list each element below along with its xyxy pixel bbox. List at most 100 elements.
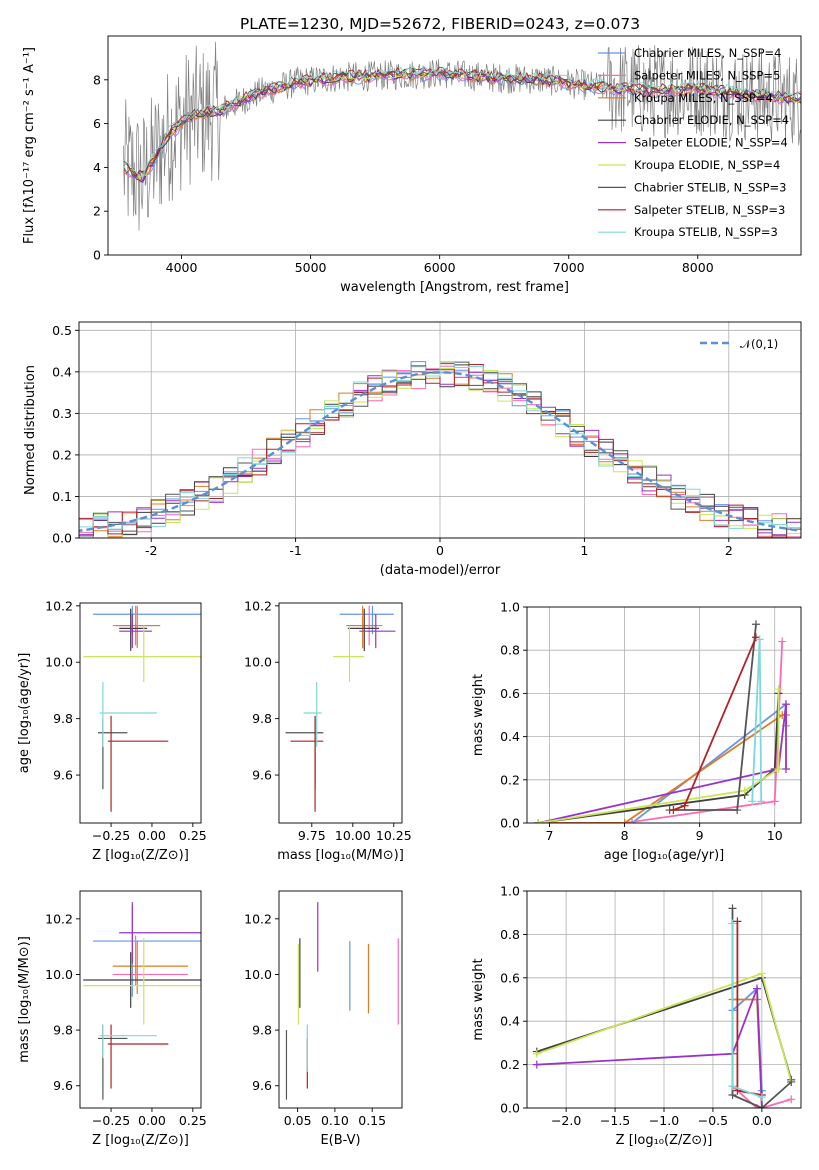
panel-mass_vs_Z xyxy=(76,890,202,1112)
data-point-marker xyxy=(680,801,689,810)
panel-age_vs_mass xyxy=(275,602,403,827)
normal-curve xyxy=(79,371,801,532)
data-point-marker xyxy=(757,1104,766,1108)
data-point-marker xyxy=(755,635,764,644)
y-tick-label: 0.0 xyxy=(500,816,520,831)
y-tick-label: 0 xyxy=(93,248,101,263)
y-tick-label: 0.2 xyxy=(52,447,72,462)
legend-entry: Salpeter ELODIE, N_SSP=4 xyxy=(634,136,788,150)
plot-area xyxy=(79,361,801,538)
observed-spectrum xyxy=(123,41,801,231)
plot-area xyxy=(285,605,396,812)
mass-weight-line xyxy=(669,624,757,811)
y-tick-label: 0.8 xyxy=(500,643,520,658)
mass-weight-line xyxy=(538,704,787,823)
plot-area xyxy=(123,41,801,231)
y-tick-label: 0.2 xyxy=(500,1057,520,1072)
x-tick-label: 0.10 xyxy=(321,1113,349,1128)
y-tick-label: 0.2 xyxy=(500,772,520,787)
y-tick-label: 0.6 xyxy=(500,970,520,985)
x-tick-label: −1.5 xyxy=(600,1113,630,1128)
panel-age_vs_Z xyxy=(76,602,202,827)
y-axis-label: Flux [fλ10⁻¹⁷ erg cm⁻² s⁻¹ A⁻¹] xyxy=(22,47,37,244)
y-tick-label: 2 xyxy=(93,204,101,219)
data-point-marker xyxy=(728,904,737,913)
x-axis-label: Z [log₁₀(Z/Z⊙)] xyxy=(92,848,189,863)
model-spectrum-line xyxy=(123,69,801,184)
x-tick-label: -2 xyxy=(145,543,157,558)
legend-entry: Kroupa STELIB, N_SSP=3 xyxy=(634,225,778,239)
data-point-marker xyxy=(628,819,637,823)
axes-frame xyxy=(79,602,202,824)
axes-frame xyxy=(526,606,802,824)
x-tick-label: 0.00 xyxy=(138,828,166,843)
x-tick-label: −0.25 xyxy=(92,828,130,843)
data-point-marker xyxy=(774,765,783,773)
x-axis-label: Z [log₁₀(Z/Z⊙)] xyxy=(616,1133,713,1148)
y-tick-label: 9.6 xyxy=(53,768,73,783)
y-tick-label: 0.4 xyxy=(500,729,520,744)
data-point-marker xyxy=(787,1077,796,1086)
data-point-marker xyxy=(770,797,779,806)
data-point-marker xyxy=(781,700,790,709)
residual-histogram xyxy=(79,364,801,538)
axes-frame xyxy=(79,890,202,1109)
y-tick-label: 8 xyxy=(93,72,101,87)
data-point-marker xyxy=(751,633,760,642)
y-axis-label: mass weight xyxy=(471,674,486,756)
y-tick-label: 9.8 xyxy=(252,711,272,726)
y-tick-label: 0.0 xyxy=(52,531,72,546)
x-tick-label: 1 xyxy=(580,543,588,558)
data-point-marker xyxy=(728,1082,737,1091)
y-tick-label: 9.6 xyxy=(252,768,272,783)
data-point-marker xyxy=(532,1060,541,1069)
model-spectrum-line xyxy=(123,67,801,178)
x-tick-label: 0.25 xyxy=(179,828,207,843)
x-tick-label: 6000 xyxy=(424,260,456,275)
data-point-marker xyxy=(781,765,790,773)
x-axis-label: E(B-V) xyxy=(320,1133,360,1148)
data-point-marker xyxy=(733,917,742,926)
x-tick-label: 9.75 xyxy=(298,828,326,843)
x-tick-label: −2.0 xyxy=(551,1113,581,1128)
axes-frame xyxy=(278,602,403,824)
plot-area xyxy=(83,605,201,812)
x-tick-label: 0.15 xyxy=(358,1113,386,1128)
y-tick-label: 0.0 xyxy=(500,1101,520,1116)
plot-area xyxy=(285,902,399,1100)
x-axis-label: age [log₁₀(age/yr)] xyxy=(604,848,725,863)
mass-weight-line xyxy=(731,1085,792,1108)
y-tick-label: 0.4 xyxy=(500,1014,520,1029)
x-tick-label: 5000 xyxy=(295,260,327,275)
panel-spectrum xyxy=(104,35,802,259)
y-tick-label: 0.8 xyxy=(500,927,520,942)
y-tick-label: 9.6 xyxy=(53,1078,73,1093)
plot-area xyxy=(83,902,201,1100)
x-tick-label: 10.00 xyxy=(335,828,371,843)
x-tick-label: −0.25 xyxy=(92,1113,130,1128)
x-tick-label: 9 xyxy=(696,828,704,843)
data-point-marker xyxy=(620,819,629,823)
x-tick-label: 0 xyxy=(436,543,444,558)
y-tick-label: 10.2 xyxy=(45,598,73,613)
y-tick-label: 10.0 xyxy=(45,967,73,982)
x-tick-label: 2 xyxy=(725,543,733,558)
y-tick-label: 0.5 xyxy=(52,323,72,338)
data-point-marker xyxy=(787,1095,796,1104)
x-axis-label: Z [log₁₀(Z/Z⊙)] xyxy=(92,1133,189,1148)
plot-area xyxy=(534,620,790,823)
mass-weight-line xyxy=(751,639,763,802)
data-point-marker xyxy=(751,620,760,629)
y-tick-label: 9.8 xyxy=(53,711,73,726)
data-point-marker xyxy=(728,1090,737,1099)
x-tick-label: 0.05 xyxy=(284,1113,312,1128)
x-tick-label: 10 xyxy=(767,828,783,843)
panel-weight_vs_Z xyxy=(523,890,802,1112)
chart-title: PLATE=1230, MJD=52672, FIBERID=0243, z=0… xyxy=(240,15,640,33)
y-axis-label: mass [log₁₀(M/M⊙)] xyxy=(17,936,32,1063)
x-tick-label: 7000 xyxy=(553,260,585,275)
data-point-marker xyxy=(532,1049,541,1058)
y-tick-label: 0.3 xyxy=(52,406,72,421)
y-tick-label: 0.1 xyxy=(52,489,72,504)
legend-entry: Kroupa MILES, N_SSP=4 xyxy=(634,91,773,105)
